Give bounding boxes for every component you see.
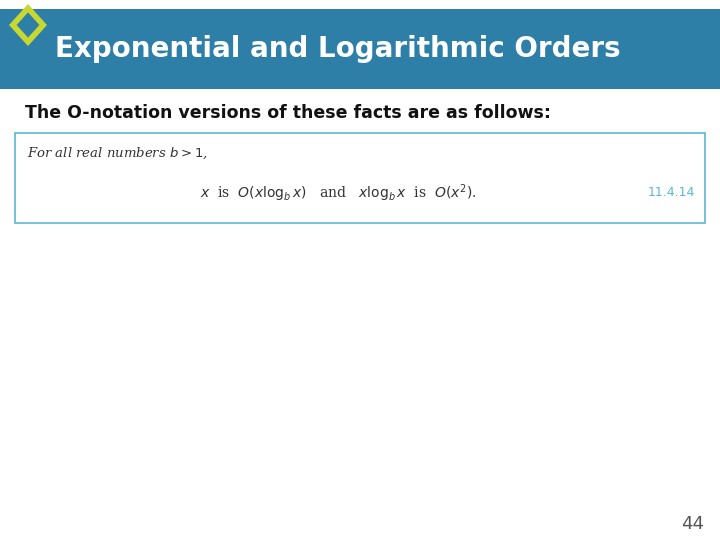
Text: 44: 44 <box>681 515 704 533</box>
Text: Exponential and Logarithmic Orders: Exponential and Logarithmic Orders <box>55 35 621 63</box>
FancyBboxPatch shape <box>15 133 705 223</box>
Text: For all real numbers $b > 1$,: For all real numbers $b > 1$, <box>27 145 207 161</box>
Text: $x$  is  $O(x\log_b x)$   and   $x\log_b x$  is  $O(x^2)$.: $x$ is $O(x\log_b x)$ and $x\log_b x$ is… <box>200 182 477 204</box>
Text: 11.4.14: 11.4.14 <box>647 186 695 199</box>
Text: The O-notation versions of these facts are as follows:: The O-notation versions of these facts a… <box>25 104 551 122</box>
